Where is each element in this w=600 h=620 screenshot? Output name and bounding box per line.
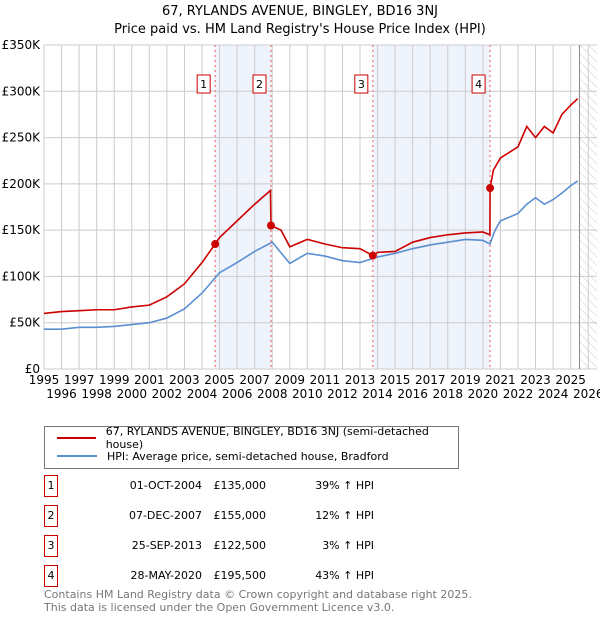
x-tick-label: 2015 <box>380 373 411 387</box>
x-tick-label: 2024 <box>538 387 569 401</box>
x-tick-label: 2005 <box>204 373 235 387</box>
plot-area: 1995199619971998199920002001200220032004… <box>2 38 600 401</box>
legend-swatch-red <box>57 437 96 439</box>
y-tick-label: £350K <box>2 38 42 52</box>
legend-item-hpi: HPI: Average price, semi-detached house,… <box>57 447 389 465</box>
sale-row: 4 28-MAY-2020 £195,500 43% ↑ HPI <box>44 565 444 587</box>
y-tick-label: £300K <box>2 84 42 98</box>
sale-number: 1 <box>44 475 58 497</box>
shaded-period <box>372 45 491 369</box>
y-tick-label: £200K <box>2 177 42 191</box>
legend-label: 67, RYLANDS AVENUE, BINGLEY, BD16 3NJ (s… <box>105 425 429 451</box>
x-tick-label: 2019 <box>450 373 481 387</box>
y-tick-label: £150K <box>2 223 42 237</box>
sale-hpi-change: 3% ↑ HPI <box>322 539 374 552</box>
x-tick-label: 2001 <box>134 373 165 387</box>
sale-date: 25-SEP-2013 <box>131 539 202 552</box>
x-tick-label: 2018 <box>433 387 464 401</box>
sale-point <box>266 221 275 230</box>
series-line <box>44 180 579 330</box>
footer-line: This data is licensed under the Open Gov… <box>44 601 395 614</box>
sale-point <box>211 240 220 249</box>
series-line <box>43 98 579 315</box>
x-tick-label: 1995 <box>29 373 60 387</box>
x-tick-label: 2008 <box>257 387 288 401</box>
x-tick-label: 2025 <box>555 373 586 387</box>
sale-point <box>486 184 495 193</box>
footer-line: Contains HM Land Registry data © Crown c… <box>44 588 472 601</box>
x-tick-label: 2026 <box>573 387 600 401</box>
x-tick-label: 2011 <box>310 373 341 387</box>
sale-label: 1 <box>200 78 207 91</box>
sale-label-box <box>252 74 267 94</box>
sale-price: £155,000 <box>213 509 267 522</box>
x-tick-label: 2023 <box>520 373 551 387</box>
y-tick-label: £50K <box>9 316 41 330</box>
x-tick-label: 2013 <box>345 373 376 387</box>
sale-hpi-change: 12% ↑ HPI <box>315 509 374 522</box>
x-tick-label: 2009 <box>275 373 306 387</box>
sale-hpi-change: 39% ↑ HPI <box>315 479 374 492</box>
x-tick-label: 2003 <box>169 373 200 387</box>
sale-label-box <box>471 74 486 94</box>
x-tick-label: 2022 <box>503 387 534 401</box>
shaded-period <box>215 45 271 369</box>
sale-row: 1 01-OCT-2004 £135,000 39% ↑ HPI <box>44 475 444 497</box>
sale-label-box <box>354 74 369 94</box>
legend: 67, RYLANDS AVENUE, BINGLEY, BD16 3NJ (s… <box>44 425 459 469</box>
sale-label: 2 <box>256 78 263 91</box>
x-tick-label: 1998 <box>81 387 112 401</box>
sale-number: 2 <box>44 505 58 527</box>
chart-title: 67, RYLANDS AVENUE, BINGLEY, BD16 3NJ <box>161 4 439 19</box>
sale-price: £135,000 <box>213 479 267 492</box>
y-tick-label: £100K <box>2 269 42 283</box>
x-tick-label: 1999 <box>99 373 130 387</box>
sale-price: £195,500 <box>213 569 267 582</box>
x-tick-label: 2014 <box>362 387 393 401</box>
x-tick-label: 2017 <box>415 373 446 387</box>
x-tick-label: 2002 <box>152 387 183 401</box>
sale-row: 2 07-DEC-2007 £155,000 12% ↑ HPI <box>44 505 444 527</box>
sale-label: 4 <box>475 78 482 91</box>
y-tick-label: £0 <box>25 362 40 376</box>
sale-hpi-change: 43% ↑ HPI <box>315 569 374 582</box>
sale-price: £122,500 <box>213 539 267 552</box>
x-tick-label: 2012 <box>327 387 358 401</box>
sale-date: 07-DEC-2007 <box>128 509 202 522</box>
x-tick-label: 2006 <box>222 387 253 401</box>
x-tick-label: 2016 <box>397 387 428 401</box>
legend-swatch-blue <box>57 455 97 457</box>
x-tick-label: 2021 <box>485 373 516 387</box>
x-tick-label: 2007 <box>239 373 270 387</box>
sale-point <box>368 251 377 260</box>
legend-item-property: 67, RYLANDS AVENUE, BINGLEY, BD16 3NJ (s… <box>57 425 458 451</box>
x-tick-label: 2000 <box>117 387 148 401</box>
y-tick-label: £250K <box>2 131 42 145</box>
x-tick-label: 2004 <box>187 387 218 401</box>
x-tick-label: 2010 <box>292 387 323 401</box>
sale-number: 3 <box>44 535 58 557</box>
sale-label: 3 <box>358 78 365 91</box>
sale-number: 4 <box>44 565 58 587</box>
legend-label: HPI: Average price, semi-detached house,… <box>107 449 389 463</box>
footer: Contains HM Land Registry data © Crown c… <box>44 588 472 614</box>
chart-subtitle: Price paid vs. HM Land Registry's House … <box>114 22 486 37</box>
sale-row: 3 25-SEP-2013 £122,500 3% ↑ HPI <box>44 535 444 557</box>
sale-label-box <box>196 74 211 94</box>
sale-date: 28-MAY-2020 <box>130 569 202 582</box>
sale-date: 01-OCT-2004 <box>129 479 202 492</box>
x-tick-label: 2020 <box>468 387 499 401</box>
x-tick-label: 1997 <box>64 373 95 387</box>
x-tick-label: 1996 <box>46 387 77 401</box>
